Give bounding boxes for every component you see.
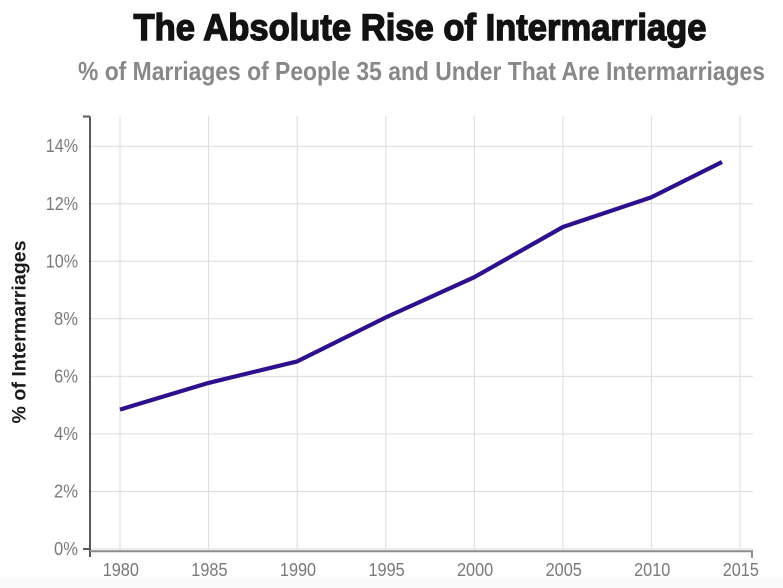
svg-text:2010: 2010 [634,559,670,580]
svg-text:2000: 2000 [457,559,493,580]
svg-text:4%: 4% [54,423,78,444]
svg-text:8%: 8% [54,308,78,329]
svg-text:10%: 10% [46,250,78,271]
svg-text:2015: 2015 [723,559,759,580]
svg-text:12%: 12% [46,193,78,214]
svg-text:6%: 6% [54,365,78,386]
svg-text:1990: 1990 [280,559,316,580]
svg-text:14%: 14% [46,135,78,156]
svg-text:0%: 0% [54,538,78,559]
svg-text:The Absolute Rise of Intermarr: The Absolute Rise of Intermarriage [134,7,707,48]
svg-text:1995: 1995 [369,559,405,580]
svg-text:% of Intermarriages: % of Intermarriages [10,241,31,424]
svg-text:1985: 1985 [191,559,227,580]
svg-text:2005: 2005 [546,559,582,580]
svg-text:% of Marriages of People 35 an: % of Marriages of People 35 and Under Th… [78,56,765,86]
svg-text:1980: 1980 [103,559,139,580]
svg-text:2%: 2% [54,481,78,502]
